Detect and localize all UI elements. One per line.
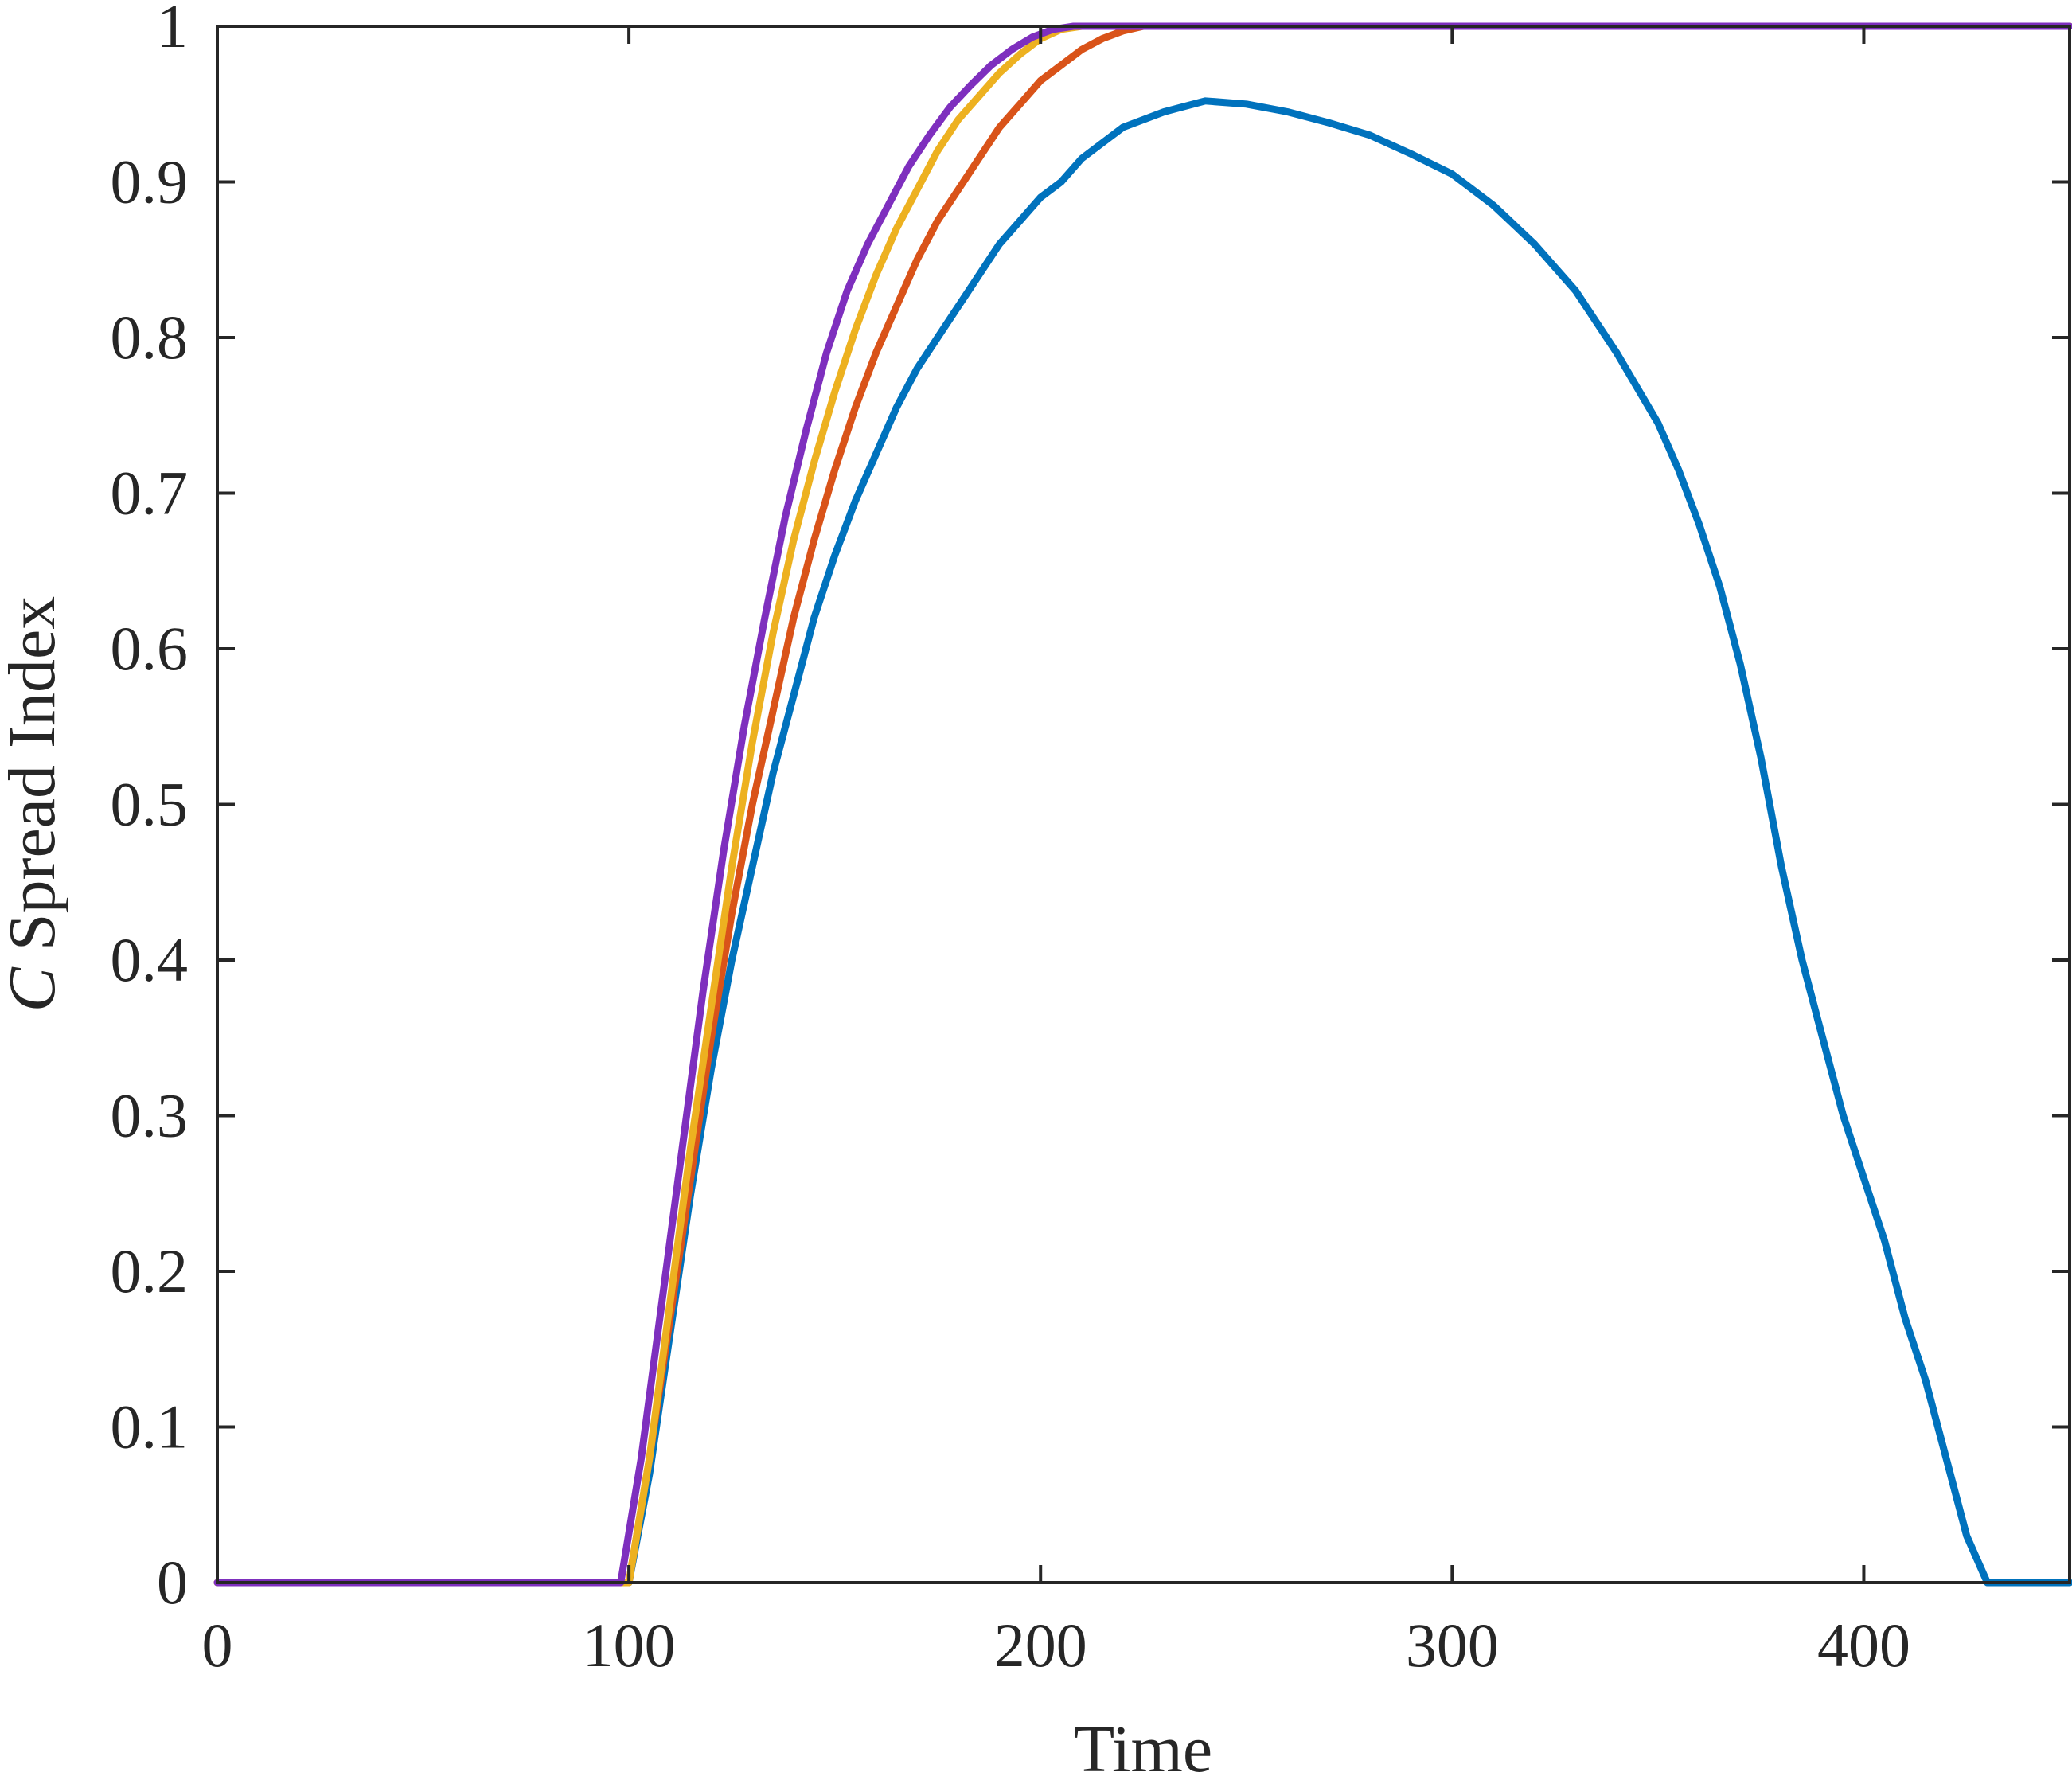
y-tick-label-3: 0.3 xyxy=(111,1081,189,1150)
series-lines xyxy=(213,22,2072,1587)
x-axis-title: Time xyxy=(1074,1712,1212,1776)
y-tick-label-9: 0.9 xyxy=(111,147,189,217)
y-tick-label-7: 0.7 xyxy=(111,459,189,528)
y-tick-label-6: 0.6 xyxy=(111,614,189,683)
y-tick-label-4: 0.4 xyxy=(111,925,189,994)
series-line-1 xyxy=(213,97,2072,1587)
x-tick-label-400: 400 xyxy=(1817,1610,1910,1680)
y-tick-label-5: 0.5 xyxy=(111,770,189,839)
series-line-2 xyxy=(213,22,2072,1587)
y-axis-title-text: Spread Index xyxy=(0,596,69,968)
y-axis-title-symbol: C xyxy=(0,966,69,1012)
y-tick-label-1: 0.1 xyxy=(111,1392,189,1462)
axes-box xyxy=(216,25,2071,1584)
x-tick-label-100: 100 xyxy=(583,1610,676,1680)
y-axis-title: C Spread Index xyxy=(0,596,69,1013)
axis-ticks xyxy=(216,25,2070,1584)
x-tick-label-200: 200 xyxy=(994,1610,1087,1680)
y-tick-label-0: 0 xyxy=(157,1548,188,1617)
y-tick-label-2: 0.2 xyxy=(111,1236,189,1306)
tick-labels: 0 100 200 300 400 0 0.1 0.2 0.3 0.4 0.5 0.6 0.7 0.8 0.… xyxy=(111,0,1910,1680)
x-tick-label-0: 0 xyxy=(202,1610,233,1680)
y-tick-label-10: 1 xyxy=(157,0,188,61)
series-line-3 xyxy=(213,22,2072,1587)
series-line-4 xyxy=(213,22,2072,1587)
y-tick-label-8: 0.8 xyxy=(111,303,189,372)
x-tick-label-300: 300 xyxy=(1406,1610,1499,1680)
